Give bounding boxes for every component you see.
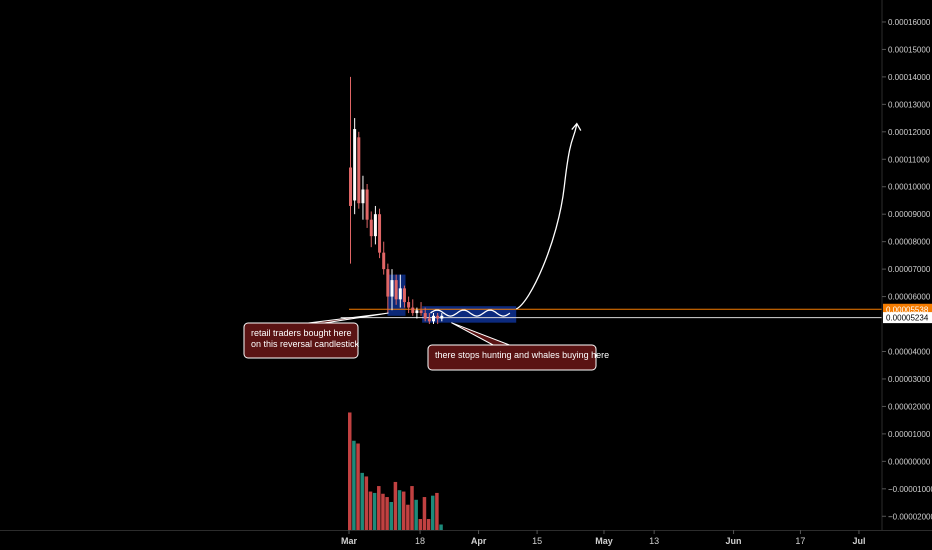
candle-body: [402, 288, 406, 303]
candle-body: [365, 189, 369, 220]
y-tick-label: 0.00006000: [888, 293, 931, 302]
callout-retail-box: [243, 322, 359, 359]
y-tick-label: 0.00015000: [888, 45, 931, 54]
x-tick-label: 18: [415, 536, 425, 546]
volume-bar: [414, 499, 418, 530]
y-tick-label: 0.00007000: [888, 265, 931, 274]
candle-body: [411, 307, 415, 314]
x-tick-label: 17: [795, 536, 805, 546]
volume-bar: [406, 504, 410, 530]
y-tick-label: 0.00008000: [888, 238, 931, 247]
x-tick-label: Apr: [471, 536, 487, 546]
x-tick-label: Jun: [726, 536, 742, 546]
candle-body: [353, 129, 357, 201]
volume-bar: [431, 495, 435, 530]
candle-body: [436, 315, 440, 319]
projection-arrow-head: [571, 122, 582, 131]
candle-body: [357, 137, 361, 204]
callout-retail-tail: [299, 312, 389, 325]
volume-bar: [410, 486, 414, 530]
y-tick-label: 0.00009000: [888, 210, 931, 219]
volume-bar: [397, 490, 402, 530]
y-tick-label: 0.00012000: [888, 128, 931, 137]
projection-arrow: [515, 123, 578, 310]
volume-bar: [435, 492, 439, 530]
y-tick-label: 0.00003000: [888, 375, 931, 384]
candle-body: [394, 280, 398, 300]
candle-body: [427, 318, 431, 322]
volume-bar: [377, 486, 381, 530]
candle-body: [407, 302, 411, 308]
y-tick-label: 0.00013000: [888, 100, 931, 109]
y-tick-label: 0.00002000: [888, 402, 931, 411]
volume-bar: [418, 519, 423, 530]
volume-bar: [385, 497, 389, 530]
y-tick-label: 0.00014000: [888, 73, 931, 82]
candle-body: [373, 214, 377, 237]
price-tag-label: 0.00005538: [886, 305, 929, 314]
x-tick-label: 13: [649, 536, 659, 546]
volume-bar: [439, 524, 443, 530]
y-tick-label: 0.00011000: [888, 155, 930, 164]
callout-whales-text: there stops hunting and whales buying he…: [435, 350, 609, 360]
x-tick-label: May: [595, 536, 613, 546]
candle-body: [382, 252, 386, 270]
callout-whales: there stops hunting and whales buying he…: [427, 322, 609, 371]
volume-bar: [393, 481, 398, 530]
price-tag-label: 0.00005234: [886, 314, 929, 323]
wave-drawing: [430, 309, 511, 317]
y-tick-label: 0.00000000: [888, 457, 931, 466]
x-tick-label: Jul: [852, 536, 865, 546]
candlesticks: [349, 76, 444, 325]
drawings: [430, 122, 582, 317]
candle-body: [390, 280, 394, 297]
volume-bar: [352, 440, 356, 530]
candle-body: [378, 214, 382, 253]
x-tick-label: 15: [532, 536, 542, 546]
volume-bar: [372, 492, 377, 530]
y-tick-label: 0.00004000: [888, 348, 931, 357]
candle-body: [440, 315, 444, 319]
accumulation-box: [422, 306, 517, 323]
volume-bar: [364, 476, 369, 530]
price-lines: [340, 308, 882, 319]
volume-bars: [348, 412, 443, 530]
volume-bar: [426, 519, 431, 530]
candle-body: [432, 315, 435, 322]
callout-retail-text: retail traders bought here: [251, 328, 352, 338]
x-tick-label: Mar: [341, 536, 358, 546]
candle-body: [386, 269, 390, 297]
callout-retail-text: on this reversal candlestick: [251, 339, 360, 349]
y-tick-label: 0.00010000: [888, 183, 931, 192]
volume-bar: [381, 493, 385, 530]
candle-body: [398, 288, 402, 300]
volume-bar: [360, 472, 364, 530]
candle-body: [419, 310, 423, 314]
volume-bar: [422, 497, 427, 530]
volume-bar: [356, 443, 360, 530]
candle-body: [361, 189, 365, 204]
candle-body: [349, 167, 352, 206]
callout-whales-box: [427, 344, 597, 371]
candle-body: [423, 313, 427, 319]
candle-body: [369, 219, 373, 237]
volume-bar: [348, 412, 352, 530]
volume-bar: [401, 491, 406, 530]
price-tag: [883, 312, 932, 324]
y-tick-label: 0.00001000: [888, 430, 931, 439]
y-tick-label: 0.00016000: [888, 18, 931, 27]
y-tick-label: −0.00002000: [888, 512, 932, 521]
candle-body: [415, 310, 419, 314]
price-tag: [883, 303, 932, 315]
volume-bar: [368, 491, 373, 530]
callout-whales-tail: [451, 322, 513, 347]
y-tick-label: −0.00001000: [888, 485, 932, 494]
volume-bar: [389, 501, 393, 530]
